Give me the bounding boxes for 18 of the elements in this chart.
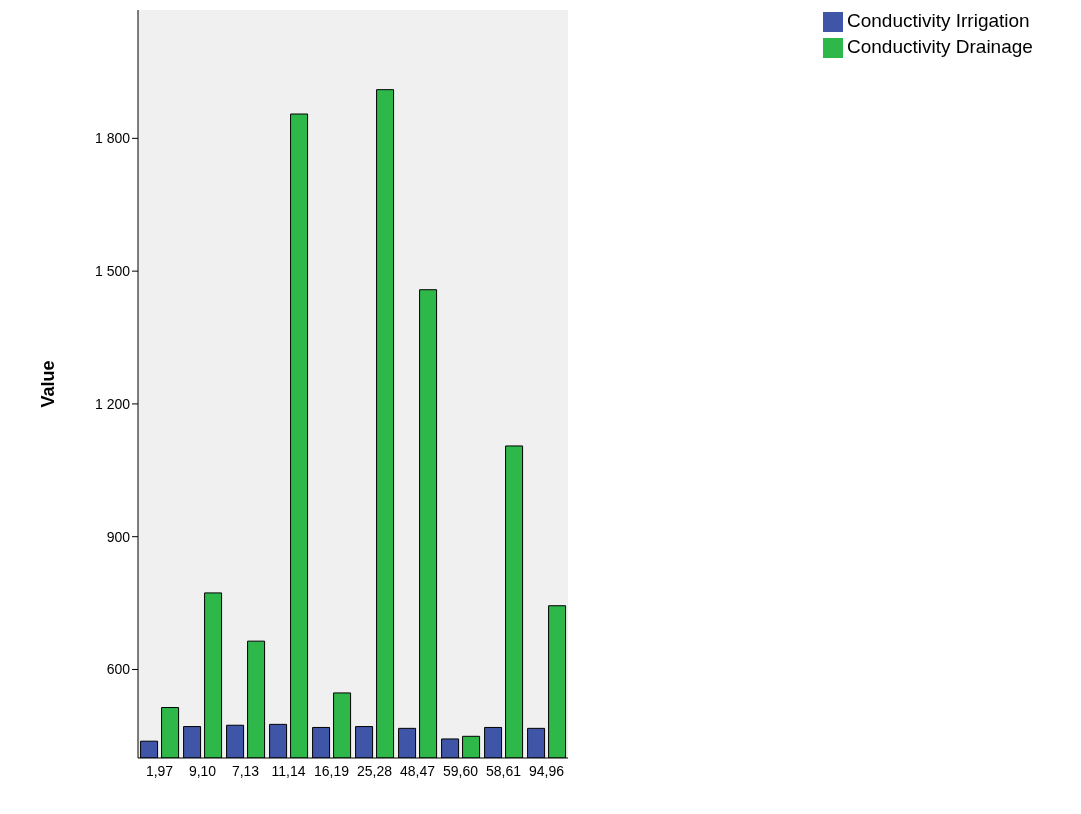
- y-tick-label: 1 500: [94, 263, 131, 280]
- x-tick-label: 7,13: [231, 762, 260, 779]
- x-tick-label: 9,10: [188, 762, 217, 779]
- legend-label: Conductivity Drainage: [847, 36, 1033, 57]
- x-tick-label: 16,19: [313, 762, 350, 779]
- y-axis-title: Value: [38, 360, 59, 408]
- x-tick-label: 1,97: [145, 762, 174, 779]
- x-tick-label: 48,47: [399, 762, 436, 779]
- x-tick-label: 59,60: [442, 762, 479, 779]
- y-tick-label: 1 800: [94, 130, 131, 147]
- x-tick-label: 25,28: [356, 762, 393, 779]
- legend-label: Conductivity Irrigation: [847, 10, 1030, 31]
- x-tick-label: 94,96: [528, 762, 565, 779]
- x-tick-label: 58,61: [485, 762, 522, 779]
- y-tick-label: 1 200: [94, 395, 131, 412]
- y-tick-label: 900: [106, 528, 131, 545]
- y-tick-label: 600: [106, 661, 131, 678]
- x-tick-label: 11,14: [271, 762, 306, 779]
